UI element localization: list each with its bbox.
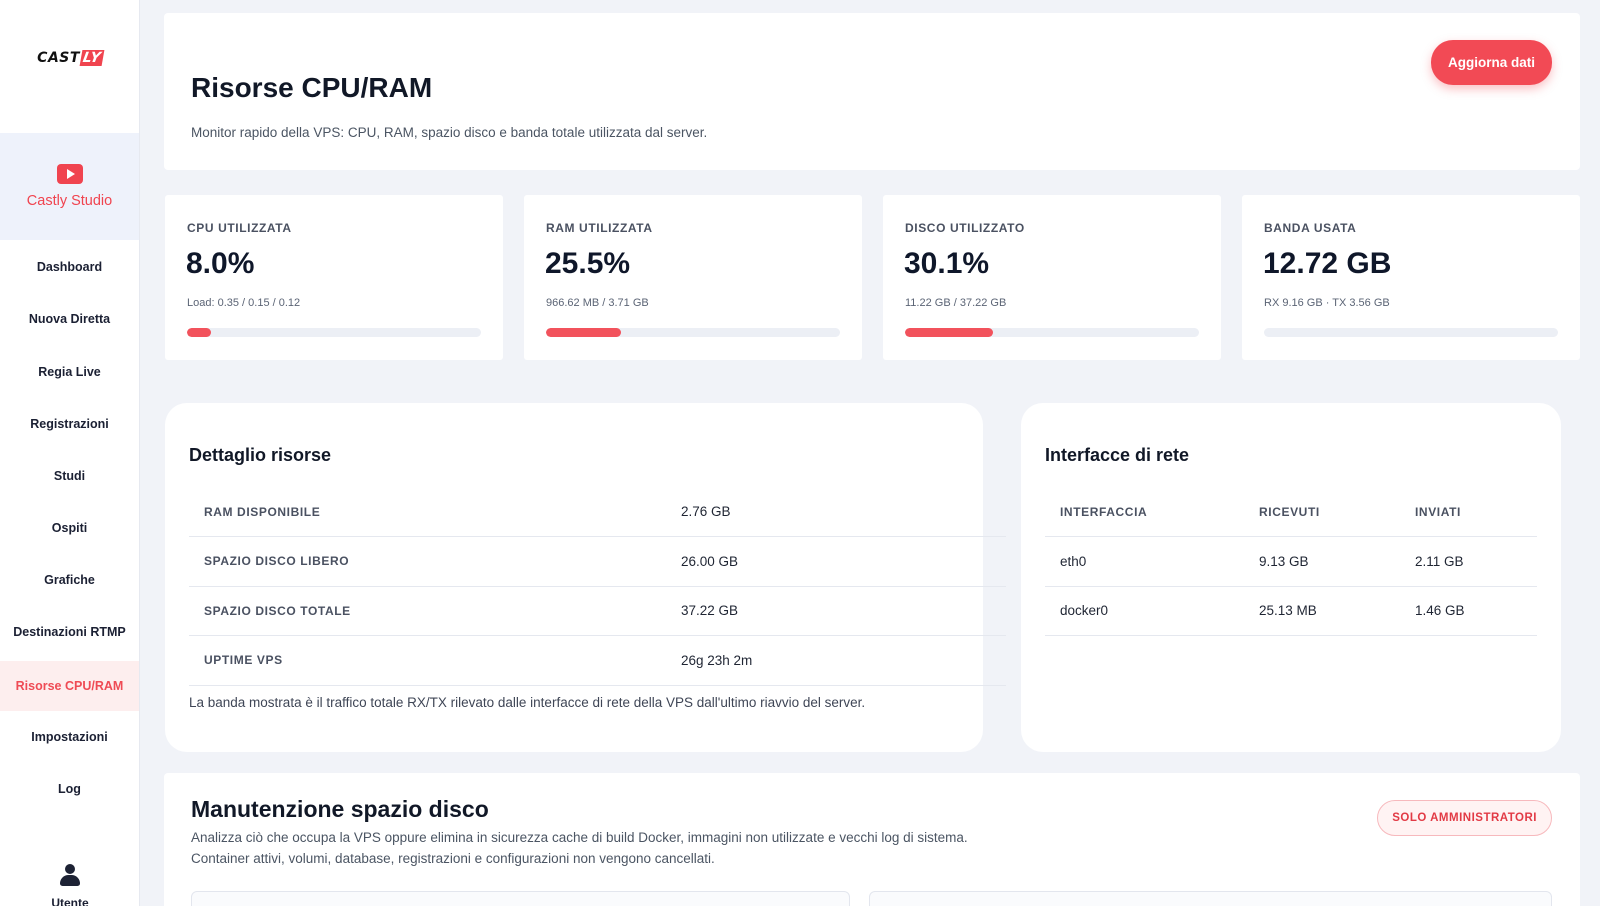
stat-card-cpu: CPU UTILIZZATA 8.0% Load: 0.35 / 0.15 / …	[165, 195, 503, 360]
page-title: Risorse CPU/RAM	[191, 72, 433, 103]
progress-bar	[1264, 328, 1558, 337]
admin-only-badge: SOLO AMMINISTRATORI	[1377, 800, 1552, 836]
stat-value: 25.5%	[545, 247, 631, 280]
table-row: UPTIME VPS 26g 23h 2m	[189, 635, 1006, 686]
resource-key: SPAZIO DISCO LIBERO	[189, 536, 666, 587]
user-label: Utente	[51, 896, 89, 906]
bandwidth-note: La banda mostrata è il traffico totale R…	[189, 695, 866, 710]
sidebar-item-risorse[interactable]: Risorse CPU/RAM	[0, 661, 139, 711]
sidebar-item-label: Studi	[53, 469, 86, 483]
stat-label: RAM UTILIZZATA	[546, 221, 653, 235]
sidebar-item-registrazioni[interactable]: Registrazioni	[0, 405, 139, 443]
page-subtitle: Monitor rapido della VPS: CPU, RAM, spaz…	[191, 125, 708, 140]
sidebar-item-dashboard[interactable]: Dashboard	[0, 248, 139, 286]
stat-value: 12.72 GB	[1263, 247, 1392, 280]
sidebar-item-label: Dashboard	[36, 260, 103, 274]
stat-label: BANDA USATA	[1264, 221, 1357, 235]
network-panel: Interfacce di rete INTERFACCIA RICEVUTI …	[1021, 403, 1561, 752]
stat-detail: 966.62 MB / 3.71 GB	[546, 297, 649, 309]
table-row: SPAZIO DISCO LIBERO 26.00 GB	[189, 536, 1006, 587]
sidebar-item-grafiche[interactable]: Grafiche	[0, 561, 139, 599]
sidebar-item-regia-live[interactable]: Regia Live	[0, 353, 139, 391]
stat-detail: Load: 0.35 / 0.15 / 0.12	[187, 297, 301, 309]
table-row: docker0 25.13 MB 1.46 GB	[1045, 586, 1537, 636]
studio-brand[interactable]: Castly Studio	[0, 133, 139, 240]
stat-card-ram: RAM UTILIZZATA 25.5% 966.62 MB / 3.71 GB	[524, 195, 862, 360]
received-value: 9.13 GB	[1244, 536, 1400, 587]
section-title: Manutenzione spazio disco	[191, 796, 489, 822]
interface-name: eth0	[1045, 536, 1244, 587]
sidebar-item-nuova-diretta[interactable]: Nuova Diretta	[0, 300, 139, 338]
stat-card-disk: DISCO UTILIZZATO 30.1% 11.22 GB / 37.22 …	[883, 195, 1221, 360]
sidebar-item-destinazioni-rtmp[interactable]: Destinazioni RTMP	[0, 613, 139, 651]
resource-value: 26.00 GB	[666, 536, 1006, 587]
sidebar-item-label: Ospiti	[51, 521, 88, 535]
resource-key: RAM DISPONIBILE	[189, 487, 666, 537]
progress-bar	[187, 328, 481, 337]
progress-bar	[905, 328, 1199, 337]
sidebar-item-label: Destinazioni RTMP	[13, 625, 126, 639]
user-menu[interactable]: Utente	[0, 864, 140, 906]
sent-value: 1.46 GB	[1400, 586, 1537, 636]
maintenance-cleanup-box	[869, 891, 1552, 906]
stat-detail: RX 9.16 GB · TX 3.56 GB	[1264, 297, 1390, 309]
sidebar-item-label: Grafiche	[44, 573, 95, 587]
stat-label: DISCO UTILIZZATO	[905, 221, 1025, 235]
column-header: RICEVUTI	[1244, 487, 1400, 537]
sidebar-item-label: Impostazioni	[31, 730, 108, 744]
received-value: 25.13 MB	[1244, 586, 1400, 636]
stat-label: CPU UTILIZZATA	[187, 221, 292, 235]
progress-fill	[905, 328, 994, 337]
sidebar-item-label: Risorse CPU/RAM	[15, 679, 124, 693]
resource-value: 37.22 GB	[666, 586, 1006, 636]
maintenance-analysis-box	[191, 891, 850, 906]
page-header: Risorse CPU/RAM Monitor rapido della VPS…	[164, 13, 1580, 170]
resource-value: 2.76 GB	[666, 487, 1006, 537]
sidebar-item-studi[interactable]: Studi	[0, 457, 139, 495]
interface-name: docker0	[1045, 586, 1244, 636]
sidebar-item-impostazioni[interactable]: Impostazioni	[0, 718, 139, 756]
studio-name: Castly Studio	[26, 193, 113, 209]
resource-key: UPTIME VPS	[189, 635, 666, 686]
resource-key: SPAZIO DISCO TOTALE	[189, 586, 666, 636]
sent-value: 2.11 GB	[1400, 536, 1537, 587]
sidebar-item-label: Log	[58, 782, 81, 796]
panel-title: Dettaglio risorse	[189, 445, 332, 465]
section-description: Analizza ciò che occupa la VPS oppure el…	[191, 830, 968, 866]
progress-fill	[546, 328, 621, 337]
panel-title: Interfacce di rete	[1045, 445, 1190, 465]
sidebar-item-label: Registrazioni	[30, 417, 109, 431]
progress-bar	[546, 328, 840, 337]
column-header: INTERFACCIA	[1045, 487, 1244, 537]
column-header: INVIATI	[1400, 487, 1537, 537]
castly-logo[interactable]: CAST LY	[0, 50, 140, 66]
sidebar-item-ospiti[interactable]: Ospiti	[0, 509, 139, 547]
sidebar-item-label: Nuova Diretta	[28, 312, 111, 326]
sidebar-item-label: Regia Live	[38, 365, 101, 379]
resource-value: 26g 23h 2m	[666, 635, 1006, 686]
table-row: SPAZIO DISCO TOTALE 37.22 GB	[189, 586, 1006, 636]
logo-accent: LY	[79, 50, 105, 66]
resources-table: RAM DISPONIBILE 2.76 GB SPAZIO DISCO LIB…	[189, 487, 1006, 686]
logo-text: CAST	[37, 50, 80, 66]
network-table: INTERFACCIA RICEVUTI INVIATI eth0 9.13 G…	[1045, 487, 1537, 636]
resources-panel: Dettaglio risorse RAM DISPONIBILE 2.76 G…	[165, 403, 1006, 752]
table-header-row: INTERFACCIA RICEVUTI INVIATI	[1045, 487, 1537, 537]
table-row: RAM DISPONIBILE 2.76 GB	[189, 487, 1006, 537]
sidebar: CAST LY Castly Studio Dashboard Nuova Dir…	[0, 0, 140, 906]
progress-fill	[187, 328, 211, 337]
stat-value: 8.0%	[186, 247, 255, 280]
stat-card-bandwidth: BANDA USATA 12.72 GB RX 9.16 GB · TX 3.5…	[1242, 195, 1580, 360]
refresh-data-button[interactable]: Aggiorna dati	[1431, 40, 1552, 85]
user-icon	[59, 864, 81, 888]
stat-detail: 11.22 GB / 37.22 GB	[905, 297, 1007, 309]
disk-maintenance-card: Manutenzione spazio disco Analizza ciò c…	[164, 773, 1580, 906]
table-row: eth0 9.13 GB 2.11 GB	[1045, 536, 1537, 587]
sidebar-item-log[interactable]: Log	[0, 770, 139, 808]
play-icon	[56, 164, 83, 184]
stat-value: 30.1%	[904, 247, 990, 280]
